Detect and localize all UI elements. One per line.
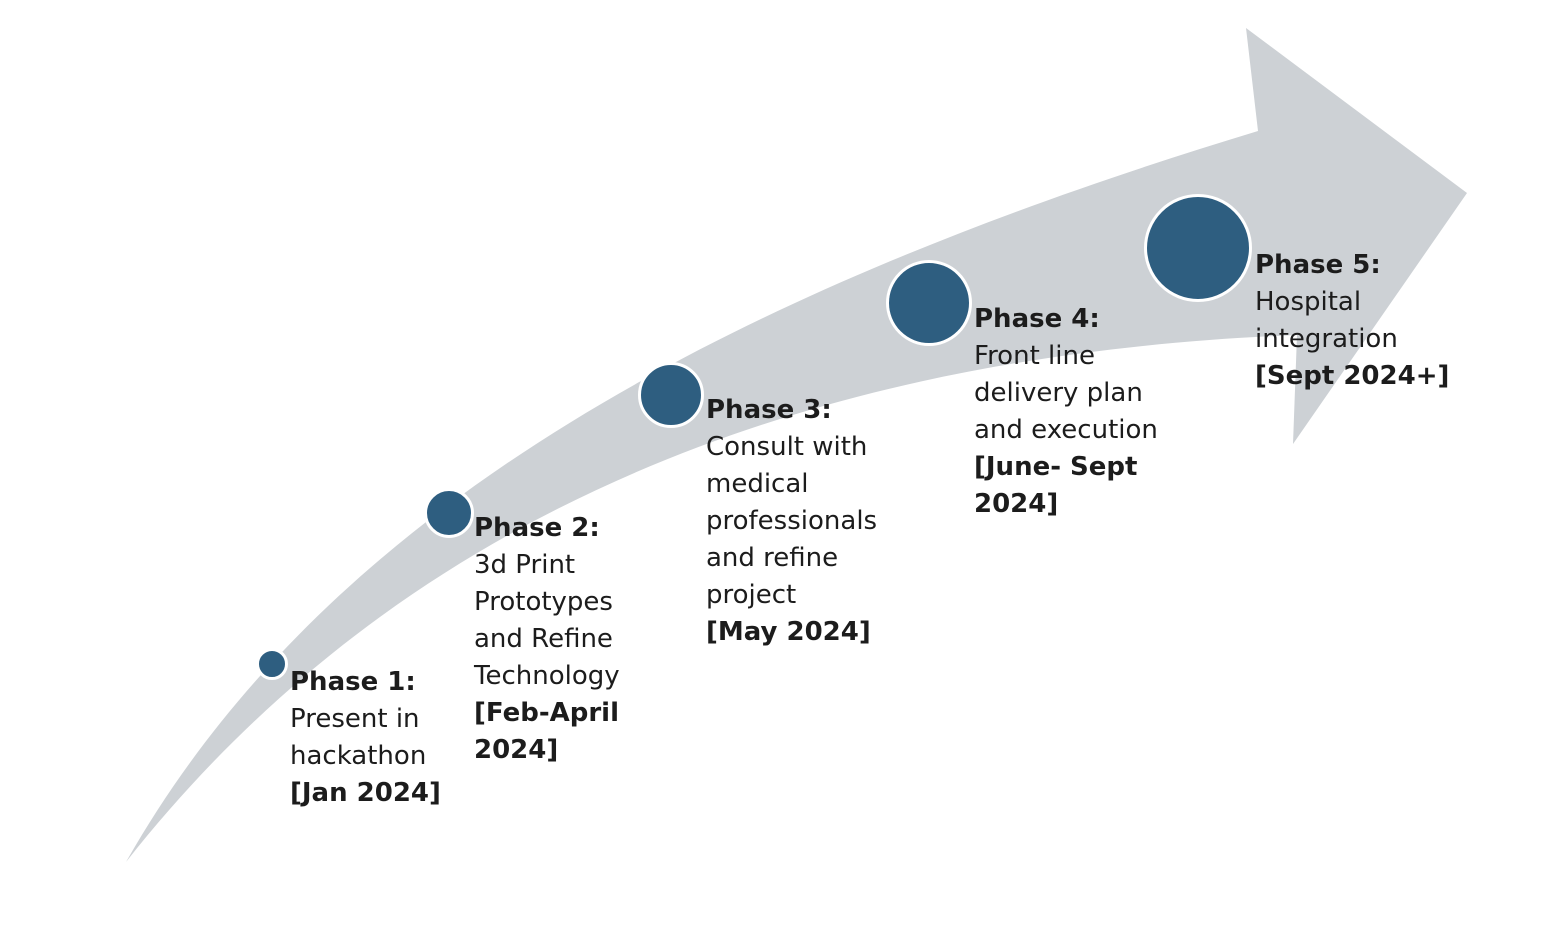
phase-2-date: [Feb-April	[474, 698, 620, 728]
phase-1-milestone	[256, 648, 288, 680]
phase-2-date: 2024]	[474, 735, 559, 765]
phase-3-label: Phase 3: Consult with medical profession…	[706, 392, 877, 651]
phase-1-description-line: Present in	[290, 704, 420, 734]
phase-2-description-line: 3d Print	[474, 550, 576, 580]
phase-4-title: Phase 4:	[974, 304, 1100, 334]
phase-4-milestone	[886, 260, 972, 346]
phase-5-title: Phase 5:	[1255, 250, 1381, 280]
phase-1-date: [Jan 2024]	[290, 778, 441, 808]
phase-4-label: Phase 4: Front line delivery plan and ex…	[974, 301, 1158, 523]
phase-2-milestone	[424, 488, 474, 538]
phase-5-milestone	[1144, 194, 1252, 302]
phase-3-description-line: Consult with	[706, 432, 868, 462]
phase-1-label: Phase 1: Present in hackathon [Jan 2024]	[290, 664, 441, 812]
phase-4-description-line: delivery plan	[974, 378, 1143, 408]
phase-3-description-line: project	[706, 580, 797, 610]
phase-4-date: [June- Sept	[974, 452, 1138, 482]
phase-2-description-line: Technology	[474, 661, 620, 691]
phase-2-label: Phase 2: 3d Print Prototypes and Refine …	[474, 510, 620, 769]
phase-3-description-line: medical	[706, 469, 809, 499]
phase-4-description-line: and execution	[974, 415, 1158, 445]
phase-5-description-line: Hospital	[1255, 287, 1362, 317]
phase-3-description-line: and refine	[706, 543, 839, 573]
phase-2-title: Phase 2:	[474, 513, 600, 543]
phase-3-milestone	[638, 362, 704, 428]
phase-3-description-line: professionals	[706, 506, 878, 536]
phase-3-date: [May 2024]	[706, 617, 871, 647]
timeline-arrow-shape	[126, 28, 1467, 862]
phase-5-label: Phase 5: Hospital integration [Sept 2024…	[1255, 247, 1449, 395]
phase-1-title: Phase 1:	[290, 667, 416, 697]
phase-5-description-line: integration	[1255, 324, 1398, 354]
phase-2-description-line: Prototypes	[474, 587, 613, 617]
phase-1-description-line: hackathon	[290, 741, 427, 771]
phase-5-date: [Sept 2024+]	[1255, 361, 1450, 391]
phase-2-description-line: and Refine	[474, 624, 613, 654]
phase-4-description-line: Front line	[974, 341, 1095, 371]
phase-4-date: 2024]	[974, 489, 1059, 519]
phase-3-title: Phase 3:	[706, 395, 832, 425]
